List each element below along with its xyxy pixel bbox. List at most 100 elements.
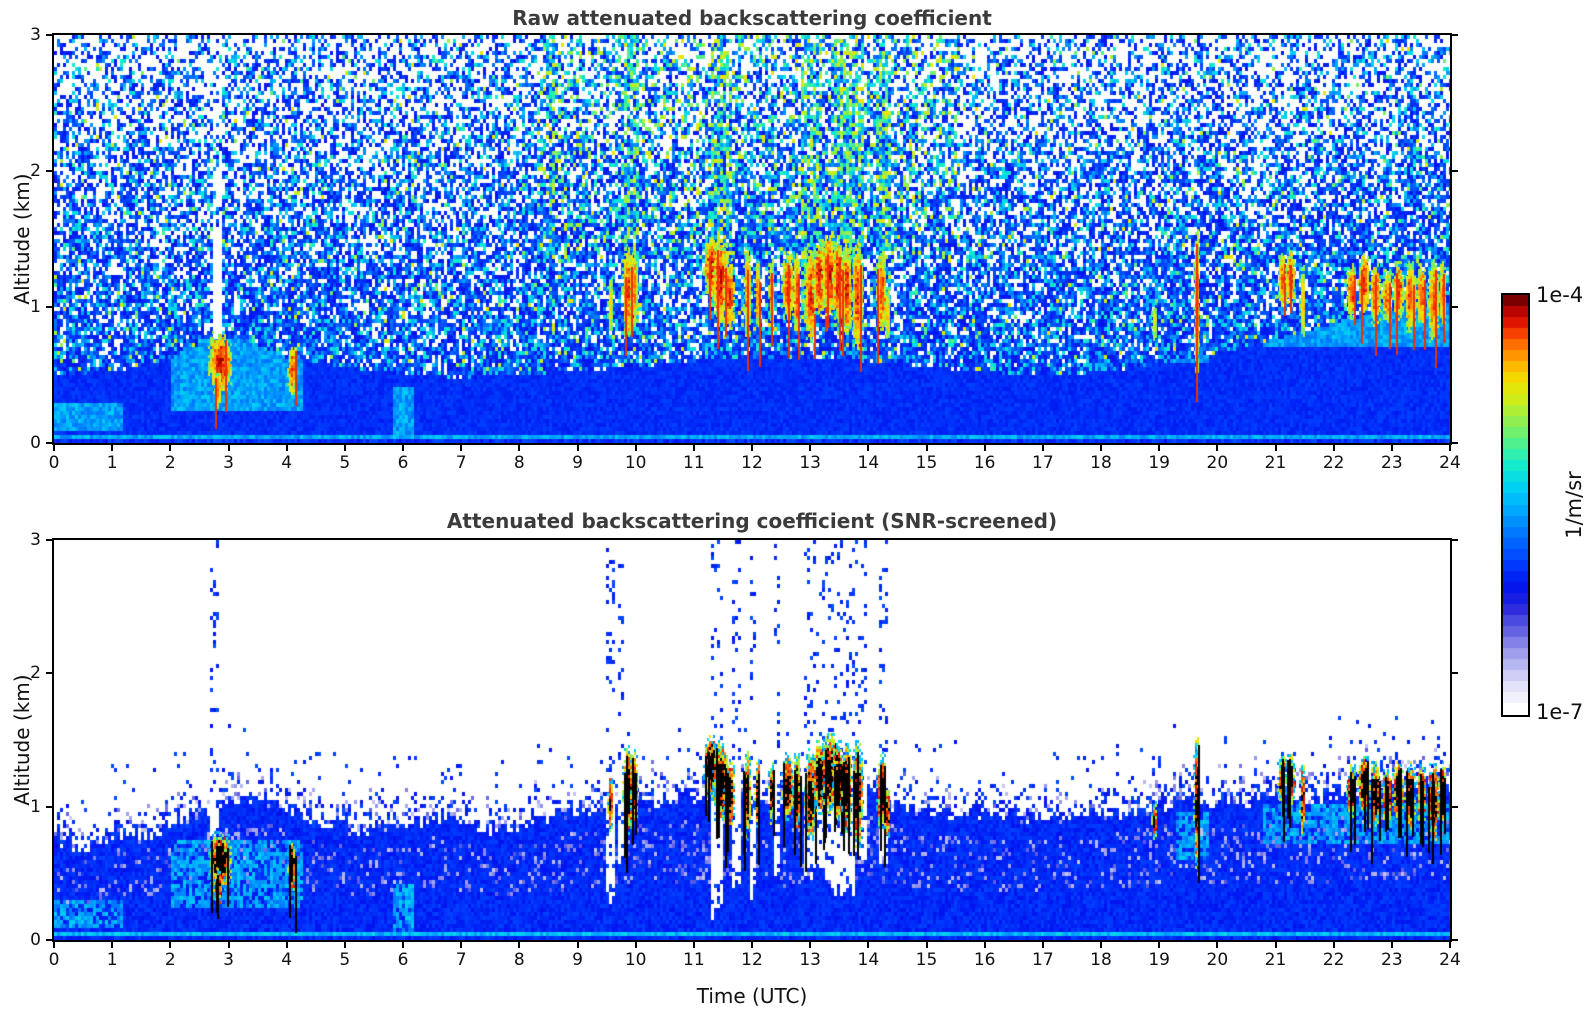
x-tick xyxy=(1332,445,1335,451)
x-tick-label: 6 xyxy=(397,453,409,473)
x-tick-label: 10 xyxy=(624,453,647,473)
x-tick-label: 18 xyxy=(1090,453,1112,473)
x-tick xyxy=(343,942,346,948)
y-tick xyxy=(46,539,52,541)
x-tick xyxy=(285,942,288,948)
raw-panel-title: Raw attenuated backscattering coefficien… xyxy=(512,6,992,30)
x-tick xyxy=(1216,445,1219,451)
x-axis-label: Time (UTC) xyxy=(696,984,808,1008)
x-tick-label: 16 xyxy=(973,950,996,970)
x-tick xyxy=(576,942,579,948)
x-tick-label: 20 xyxy=(1206,453,1229,473)
x-tick-label: 15 xyxy=(915,453,938,473)
x-tick-label: 18 xyxy=(1090,950,1112,970)
x-tick xyxy=(983,445,986,451)
x-tick-label: 21 xyxy=(1264,453,1287,473)
x-tick xyxy=(1332,942,1335,948)
y-tick-label: 1 xyxy=(30,796,41,817)
colorbar-canvas xyxy=(1503,295,1528,715)
x-tick xyxy=(634,445,637,451)
x-tick-label: 17 xyxy=(1032,453,1054,473)
y-tick xyxy=(46,939,52,941)
y-tick-label: 1 xyxy=(30,297,41,317)
x-tick xyxy=(460,942,463,948)
y-tick xyxy=(46,34,52,36)
x-tick-label: 12 xyxy=(741,950,763,970)
y-tick xyxy=(46,805,52,808)
x-tick xyxy=(751,445,753,451)
x-tick-label: 9 xyxy=(572,453,583,473)
y-tick-right xyxy=(1452,539,1458,541)
x-tick xyxy=(111,942,114,948)
x-tick xyxy=(1390,445,1393,451)
y-tick-right xyxy=(1452,34,1458,36)
x-tick xyxy=(983,942,986,948)
x-tick-label: 5 xyxy=(339,453,351,473)
x-tick xyxy=(285,445,288,451)
x-tick xyxy=(169,445,172,451)
y-tick xyxy=(46,306,52,308)
x-tick-label: 2 xyxy=(164,453,176,473)
x-tick-label: 23 xyxy=(1381,453,1403,473)
x-tick-label: 0 xyxy=(48,453,60,473)
x-tick xyxy=(53,942,55,948)
x-tick xyxy=(867,445,870,451)
x-tick-label: 10 xyxy=(624,950,647,970)
screened-heatmap-canvas xyxy=(54,540,1450,940)
x-tick-label: 19 xyxy=(1148,950,1170,970)
y-tick-right xyxy=(1452,442,1458,444)
x-tick xyxy=(227,445,230,451)
x-tick xyxy=(634,942,637,948)
x-tick-label: 3 xyxy=(223,950,234,970)
x-tick-label: 24 xyxy=(1439,950,1461,970)
x-tick-label: 20 xyxy=(1206,950,1229,970)
x-tick xyxy=(1041,445,1044,451)
x-tick-label: 11 xyxy=(683,950,705,970)
colorbar-max-label: 1e-4 xyxy=(1536,283,1584,307)
raw-plot-frame xyxy=(52,33,1452,445)
y-tick-label: 2 xyxy=(30,161,41,181)
x-tick-label: 22 xyxy=(1322,453,1345,473)
x-tick xyxy=(53,445,55,451)
x-tick xyxy=(1216,942,1219,948)
x-tick xyxy=(1390,942,1393,948)
x-tick-label: 14 xyxy=(857,453,880,473)
x-tick xyxy=(402,942,404,948)
x-tick xyxy=(1158,942,1161,948)
x-tick xyxy=(1158,445,1161,451)
x-tick-label: 8 xyxy=(513,950,525,970)
y-tick-label: 3 xyxy=(30,25,41,45)
x-tick-label: 16 xyxy=(973,453,996,473)
x-tick xyxy=(692,445,695,451)
x-tick-label: 12 xyxy=(741,453,763,473)
x-tick-label: 24 xyxy=(1439,453,1461,473)
x-tick-label: 17 xyxy=(1032,950,1054,970)
x-tick xyxy=(809,942,812,948)
x-tick-label: 7 xyxy=(455,950,467,970)
colorbar-min-label: 1e-7 xyxy=(1536,700,1584,724)
x-tick-label: 7 xyxy=(455,453,467,473)
x-tick xyxy=(751,942,753,948)
x-tick xyxy=(343,445,346,451)
colorbar-units-label: 1/m/sr xyxy=(1562,471,1586,539)
x-tick xyxy=(169,942,172,948)
x-tick xyxy=(1041,942,1044,948)
x-tick xyxy=(1100,942,1102,948)
screened-y-axis-label: Altitude (km) xyxy=(10,674,34,806)
x-tick xyxy=(402,445,404,451)
x-tick-label: 15 xyxy=(915,950,938,970)
x-tick-label: 1 xyxy=(106,453,118,473)
y-tick xyxy=(46,442,52,444)
y-tick-right xyxy=(1452,170,1458,172)
x-tick xyxy=(460,445,463,451)
x-tick xyxy=(692,942,695,948)
x-tick xyxy=(1449,445,1451,451)
screened-panel-title: Attenuated backscattering coefficient (S… xyxy=(446,509,1058,533)
x-tick xyxy=(1100,445,1102,451)
y-tick-label: 0 xyxy=(30,433,41,453)
x-tick xyxy=(111,445,114,451)
screened-plot-frame xyxy=(52,538,1452,942)
x-tick-label: 13 xyxy=(799,950,821,970)
x-tick-label: 2 xyxy=(164,950,176,970)
